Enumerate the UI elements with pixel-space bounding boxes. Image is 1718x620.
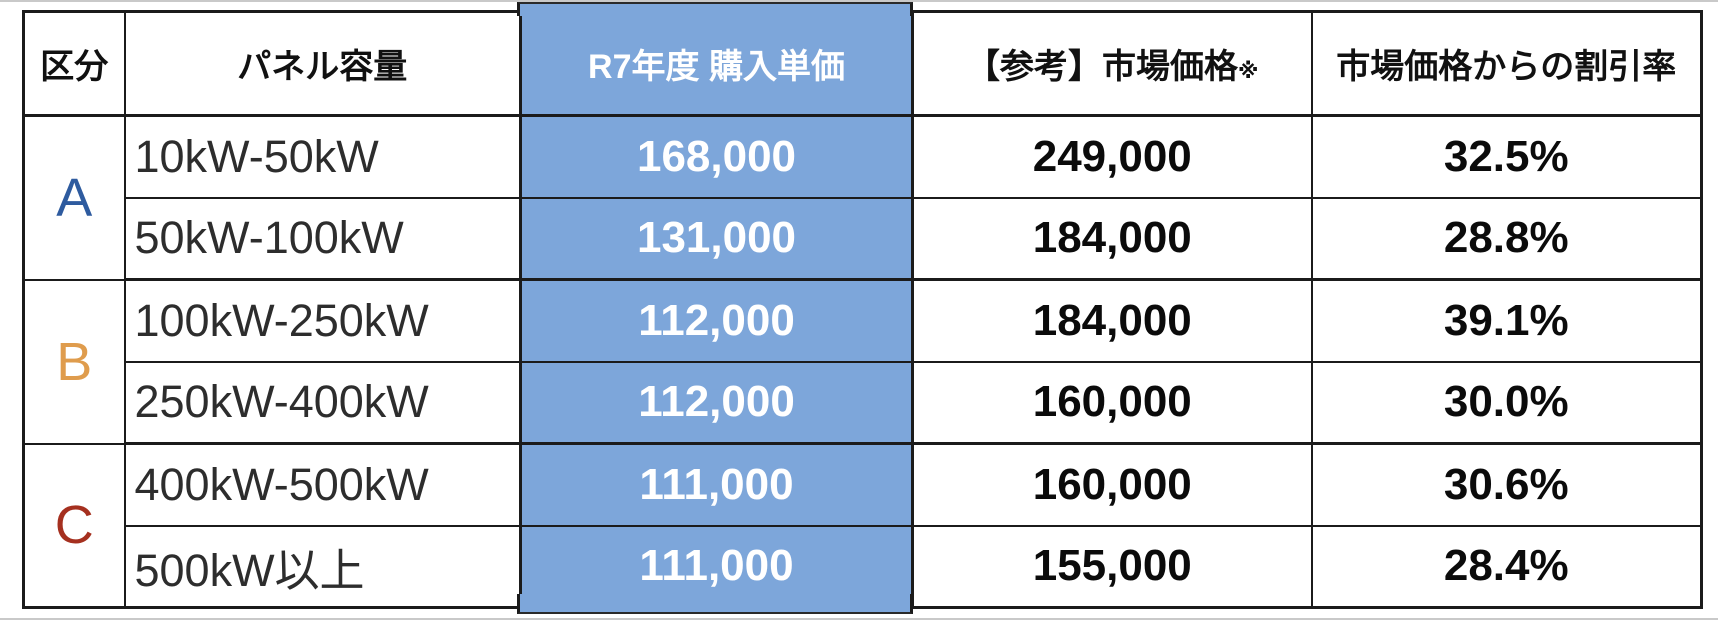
header-market-price-label: 【参考】市場価格 (966, 48, 1239, 86)
header-category: 区分 (22, 10, 126, 117)
capacity-cell: 400kW-500kW (123, 442, 522, 527)
category-letter-a: A (22, 114, 126, 281)
market-cell: 249,000 (911, 114, 1313, 199)
price-cell: 131,000 (519, 196, 914, 281)
market-cell: 184,000 (911, 196, 1313, 281)
bottom-edge-line (0, 618, 1718, 620)
table-header-row: 区分 パネル容量 R7年度 購入単価 【参考】市場価格※ 市場価格からの割引率 (22, 10, 1703, 117)
market-cell: 160,000 (911, 360, 1313, 445)
header-panel-capacity: パネル容量 (123, 10, 522, 117)
highlight-column-top-overhang (517, 2, 913, 16)
category-letter-c: C (22, 442, 126, 609)
price-cell: 168,000 (519, 114, 914, 199)
price-cell: 112,000 (519, 278, 914, 363)
category-letter-b: B (22, 278, 126, 445)
solar-panel-price-table: 区分 パネル容量 R7年度 購入単価 【参考】市場価格※ 市場価格からの割引率 … (22, 10, 1703, 609)
header-discount-rate: 市場価格からの割引率 (1310, 10, 1703, 117)
table-row: 50kW-100kW 131,000 184,000 28.8% (24, 196, 1703, 281)
market-cell: 155,000 (911, 524, 1313, 609)
discount-cell: 30.0% (1310, 360, 1703, 445)
capacity-cell: 500kW以上 (123, 524, 522, 609)
discount-cell: 32.5% (1310, 114, 1703, 199)
header-purchase-price: R7年度 購入単価 (519, 10, 914, 117)
price-cell: 111,000 (519, 442, 914, 527)
discount-cell: 28.8% (1310, 196, 1703, 281)
capacity-cell: 250kW-400kW (123, 360, 522, 445)
discount-cell: 39.1% (1310, 278, 1703, 363)
market-cell: 160,000 (911, 442, 1313, 527)
capacity-cell: 50kW-100kW (123, 196, 522, 281)
table-row: C 400kW-500kW 111,000 160,000 30.6% (22, 442, 1703, 609)
capacity-cell: 10kW-50kW (123, 114, 522, 199)
header-market-price: 【参考】市場価格※ (911, 10, 1313, 117)
price-cell: 112,000 (519, 360, 914, 445)
market-price-note-mark: ※ (1238, 60, 1259, 83)
discount-cell: 30.6% (1310, 442, 1703, 527)
table-row: A 10kW-50kW 168,000 249,000 32.5% (22, 114, 1703, 281)
highlight-column-bottom-overhang (517, 594, 913, 614)
market-cell: 184,000 (911, 278, 1313, 363)
top-edge-line (0, 0, 1718, 2)
discount-cell: 28.4% (1310, 524, 1703, 609)
table-row: B 100kW-250kW 112,000 184,000 39.1% (22, 278, 1703, 445)
table-row: 250kW-400kW 112,000 160,000 30.0% (24, 360, 1703, 445)
capacity-cell: 100kW-250kW (123, 278, 522, 363)
